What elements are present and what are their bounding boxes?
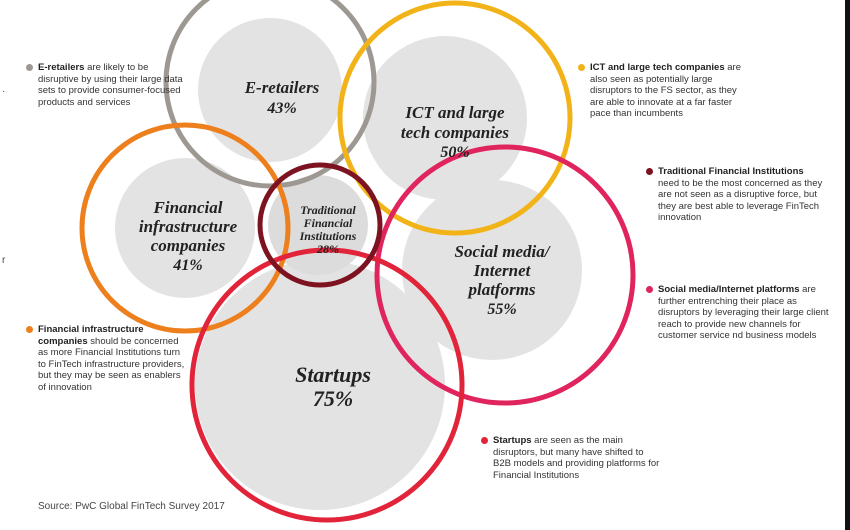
bullet-dot (481, 437, 488, 444)
bullet-dot (26, 326, 33, 333)
bullet-dot (26, 64, 33, 71)
fin-infra-title-line1: Financial (153, 198, 223, 217)
fin-infra-fill (115, 158, 255, 298)
ict-pct: 50% (440, 144, 469, 161)
e-retailers-ring (163, 0, 377, 189)
note-bold: ICT and large tech companies (590, 62, 725, 73)
ict-note: ICT and large tech companies are also se… (578, 62, 753, 120)
note-text: are also seen as potentially large disru… (590, 62, 741, 119)
source-caption: Source: PwC Global FinTech Survey 2017 (38, 501, 225, 512)
fin-infra-note: Financial infrastructure companies shoul… (26, 324, 186, 393)
fin-infra-title-line2: infrastructure (139, 217, 238, 236)
startups-title: Startups (295, 362, 371, 387)
social-title-line3: platforms (466, 280, 535, 299)
startups-note: Startups are seen as the main disruptors… (481, 435, 661, 481)
e-retailers-pct: 43% (266, 100, 296, 117)
traditional-title-line1: Traditional (300, 203, 356, 217)
e-retailers-fill (198, 18, 342, 162)
fin-infra-pct: 41% (172, 257, 202, 274)
ict-ring (337, 0, 573, 236)
e-retailers-title: E-retailers (244, 78, 320, 97)
bullet-dot (646, 168, 653, 175)
right-edge-border (845, 0, 850, 530)
social-title-line2: Internet (473, 261, 532, 280)
stray-mark-left: r (2, 255, 6, 266)
startups-pct: 75% (313, 386, 353, 411)
traditional-title-line2: Financial (303, 216, 353, 230)
note-text: should be concerned as more Financial In… (38, 335, 185, 393)
ict-title-line1: ICT and large (404, 103, 505, 122)
note-text: are further entrenching their place as d… (658, 284, 829, 341)
note-text: are seen as the main disruptors, but man… (493, 435, 660, 481)
startups-fill (195, 260, 445, 510)
fin-infra-ring (79, 122, 291, 334)
stray-mark-top: · (2, 86, 6, 97)
traditional-ring (257, 162, 383, 288)
bullet-dot (646, 286, 653, 293)
social-ring (374, 144, 636, 406)
fin-infra-title-line3: companies (151, 236, 226, 255)
e-retailers-note: E-retailers are likely to be disruptive … (26, 62, 186, 108)
note-text: are likely to be disruptive by using the… (38, 62, 183, 108)
note-bold: Traditional Financial Institutions (658, 166, 804, 177)
note-bold: Startups (493, 435, 532, 446)
social-title-line1: Social media/ (455, 242, 552, 261)
note-bold: Financial infrastructure companies (38, 324, 144, 347)
startups-ring (189, 247, 465, 523)
traditional-pct: 28% (316, 242, 339, 256)
social-pct: 55% (487, 301, 516, 318)
bullet-dot (578, 64, 585, 71)
traditional-note: Traditional Financial Institutions need … (646, 166, 826, 224)
social-note: Social media/Internet platforms are furt… (646, 284, 831, 342)
social-fill (402, 180, 582, 360)
ict-fill (363, 36, 527, 200)
note-bold: Social media/Internet platforms (658, 284, 800, 295)
traditional-title-line3: Institutions (299, 229, 357, 243)
ict-title-line2: tech companies (401, 123, 510, 142)
note-text: need to be the most concerned as they ar… (658, 177, 823, 224)
note-bold: E-retailers (38, 62, 85, 73)
